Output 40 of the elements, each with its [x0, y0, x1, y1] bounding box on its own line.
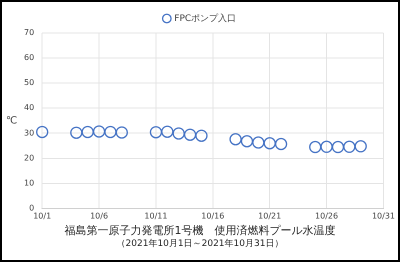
point	[150, 126, 162, 138]
x-tick-label: 10/31	[372, 211, 396, 220]
point	[82, 126, 94, 138]
point	[92, 125, 106, 138]
point	[104, 126, 117, 138]
point	[184, 128, 196, 141]
x-tick-label: 10/11	[144, 211, 168, 220]
point	[274, 138, 288, 150]
point	[36, 126, 48, 138]
x-tick-label: 10/16	[201, 211, 224, 220]
point	[116, 126, 128, 139]
y-tick-label: 10	[24, 178, 34, 188]
legend-label: FPCポンプ入口	[174, 12, 236, 24]
y-tick-label: 0	[29, 203, 34, 212]
x-tick-label: 10/26	[315, 211, 338, 220]
point	[332, 140, 344, 154]
point	[264, 137, 276, 150]
point	[240, 135, 254, 148]
point	[320, 140, 333, 153]
x-tick-label: 10/6	[90, 211, 108, 220]
y-tick-label: 50	[24, 78, 34, 88]
point	[343, 140, 356, 153]
x-tick-label: 10/21	[258, 211, 282, 220]
y-axis-title: ℃	[6, 115, 18, 126]
point	[229, 133, 242, 146]
point	[70, 126, 82, 139]
point	[309, 140, 322, 154]
point	[172, 127, 185, 140]
text: （2021年10月1日～2021年10月31日）	[116, 238, 284, 250]
y-tick-label: 70	[24, 28, 34, 38]
point	[161, 126, 174, 138]
y-tick-label: 20	[24, 153, 34, 162]
text: 福島第一原子力発電所1号機 使用済燃料プール水温度	[64, 224, 336, 238]
point	[252, 136, 264, 149]
x-tick-label: 10/1	[33, 211, 52, 220]
point	[354, 140, 367, 152]
point	[195, 130, 208, 142]
y-tick-label: 40	[24, 103, 34, 112]
y-tick-label: 60	[24, 53, 34, 62]
y-tick-label: 30	[24, 128, 34, 138]
